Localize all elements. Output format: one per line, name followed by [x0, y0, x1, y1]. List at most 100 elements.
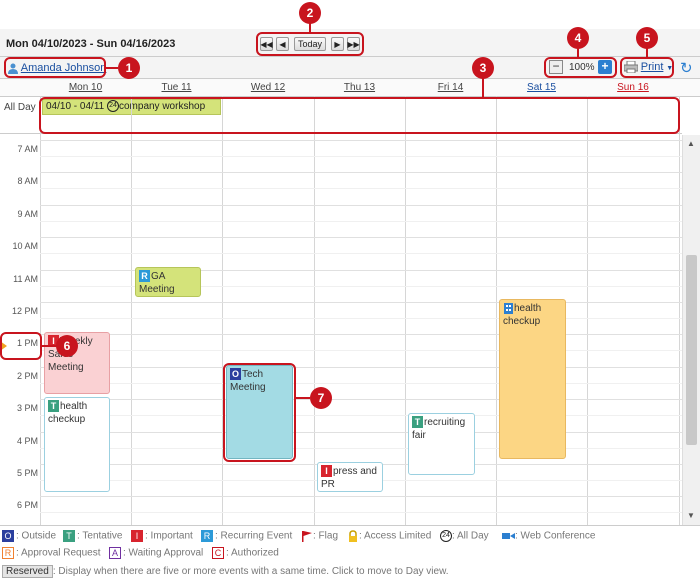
- legend-label: : Recurring Event: [215, 530, 293, 542]
- callout-number: 6: [56, 335, 78, 357]
- chevron-down-icon: ▼: [666, 65, 674, 72]
- callout-line: [482, 78, 484, 97]
- tentative-tag: T: [63, 530, 75, 542]
- callout-box-6: [0, 332, 42, 360]
- legend-recurring: R: Recurring Event: [201, 530, 292, 542]
- recurring-tag: R: [139, 270, 150, 282]
- event-title: health checkup: [48, 401, 88, 425]
- event-title: Tech Meeting: [230, 369, 266, 393]
- time-label: 11 AM: [13, 274, 38, 284]
- callout-line: [106, 67, 118, 69]
- all-day-event-title: company workshop: [118, 101, 206, 112]
- callout-box-7: [223, 363, 296, 462]
- today-button[interactable]: Today: [294, 37, 326, 51]
- callout-box-2: [256, 32, 364, 56]
- event-title: recruiting fair: [412, 417, 466, 441]
- time-label: 12 PM: [11, 306, 38, 316]
- legend-label: : Authorized: [226, 547, 279, 559]
- day-header-thu[interactable]: Thu 13: [343, 82, 376, 93]
- callout-number: 1: [118, 57, 140, 79]
- time-label: 10 AM: [12, 241, 38, 251]
- all-day-icon: 24: [440, 530, 452, 542]
- legend-authorized: C: Authorized: [212, 547, 279, 559]
- legend-approval-request: R: Approval Request: [2, 547, 101, 559]
- day-header-sun[interactable]: Sun 16: [617, 82, 649, 93]
- event-title: press and PR: [321, 466, 377, 490]
- time-label: 1 PM: [16, 338, 38, 348]
- day-header-tue[interactable]: Tue 11: [161, 82, 192, 93]
- legend-flag: : Flag: [301, 530, 338, 542]
- time-label: 2 PM: [16, 371, 38, 381]
- print-button[interactable]: Print ▼: [623, 60, 674, 74]
- callout-line: [577, 48, 579, 57]
- callout-box-1: [4, 57, 106, 78]
- approval-request-tag: R: [2, 547, 14, 559]
- time-label: 9 AM: [17, 209, 38, 219]
- scroll-down-icon[interactable]: ▼: [687, 511, 695, 520]
- legend-allday: 24: All Day: [440, 530, 489, 542]
- legend-label: : Approval Request: [16, 547, 101, 559]
- legend-label: : Access Limited: [359, 530, 432, 542]
- outside-tag: O: [2, 530, 14, 542]
- callout-line: [309, 23, 311, 32]
- legend-label: : Display when there are five or more ev…: [52, 566, 449, 577]
- legend-label: : Web Conference: [515, 530, 596, 542]
- legend-label: : Tentative: [77, 530, 123, 542]
- callout-box-4: [544, 57, 617, 78]
- tentative-tag: T: [412, 416, 423, 428]
- zoom-in-button[interactable]: +: [598, 60, 612, 74]
- legend-reserved: Reserved: Display when there are five or…: [2, 565, 449, 578]
- day-header-wed[interactable]: Wed 12: [250, 82, 286, 93]
- day-header-row: [0, 79, 700, 97]
- callout-box-3: [39, 97, 680, 134]
- user-icon: [8, 63, 18, 74]
- user-name-link[interactable]: Amanda Johnson: [20, 62, 107, 74]
- legend-outside: O: Outside: [2, 530, 56, 542]
- last-week-button[interactable]: ▶▶: [347, 37, 360, 51]
- all-day-label: All Day: [4, 102, 36, 113]
- date-range-title: Mon 04/10/2023 - Sun 04/16/2023: [6, 38, 176, 50]
- legend-label: : Flag: [313, 530, 339, 542]
- event-title: health checkup: [503, 303, 542, 327]
- callout-number: 2: [299, 2, 321, 24]
- first-week-button[interactable]: ◀◀: [260, 37, 273, 51]
- day-header-fri[interactable]: Fri 14: [437, 82, 464, 93]
- zoom-out-button[interactable]: −: [549, 60, 563, 74]
- legend-web: : Web Conference: [502, 530, 595, 542]
- refresh-icon[interactable]: ↻: [680, 60, 693, 77]
- legend-waiting-approval: A: Waiting Approval: [109, 547, 203, 559]
- waiting-approval-tag: A: [109, 547, 121, 559]
- time-label: 4 PM: [16, 436, 38, 446]
- user-selector[interactable]: Amanda Johnson: [8, 62, 106, 74]
- event-ga-meeting[interactable]: R GA Meeting: [135, 267, 201, 297]
- event-tech-meeting[interactable]: O Tech Meeting: [226, 365, 293, 459]
- callout-number: 5: [636, 27, 658, 49]
- time-label: 5 PM: [16, 468, 38, 478]
- all-day-event-dates: 04/10 - 04/11: [46, 101, 105, 112]
- callout-line: [42, 345, 56, 347]
- all-day-icon: 24: [106, 100, 119, 113]
- authorized-tag: C: [212, 547, 224, 559]
- day-header-sat[interactable]: Sat 15: [527, 82, 556, 93]
- legend-important: I: Important: [131, 530, 193, 542]
- important-tag: I: [321, 465, 332, 477]
- legend-tentative: T: Tentative: [63, 530, 122, 542]
- prev-week-button[interactable]: ◀: [276, 37, 289, 51]
- important-tag: I: [131, 530, 143, 542]
- building-icon: [503, 302, 514, 314]
- scroll-up-icon[interactable]: ▲: [687, 139, 695, 148]
- lock-icon: [347, 530, 359, 542]
- time-label: 8 AM: [17, 176, 38, 186]
- time-label: 6 PM: [16, 500, 38, 510]
- scroll-thumb[interactable]: [686, 255, 697, 445]
- vertical-scrollbar[interactable]: ▲ ▼: [682, 135, 700, 525]
- recurring-tag: R: [201, 530, 213, 542]
- next-week-button[interactable]: ▶: [331, 37, 344, 51]
- callout-number: 7: [310, 387, 332, 409]
- print-label: Print: [640, 61, 664, 73]
- event-health-checkup-sat[interactable]: health checkup: [499, 299, 566, 459]
- day-header-mon[interactable]: Mon 10: [68, 82, 103, 93]
